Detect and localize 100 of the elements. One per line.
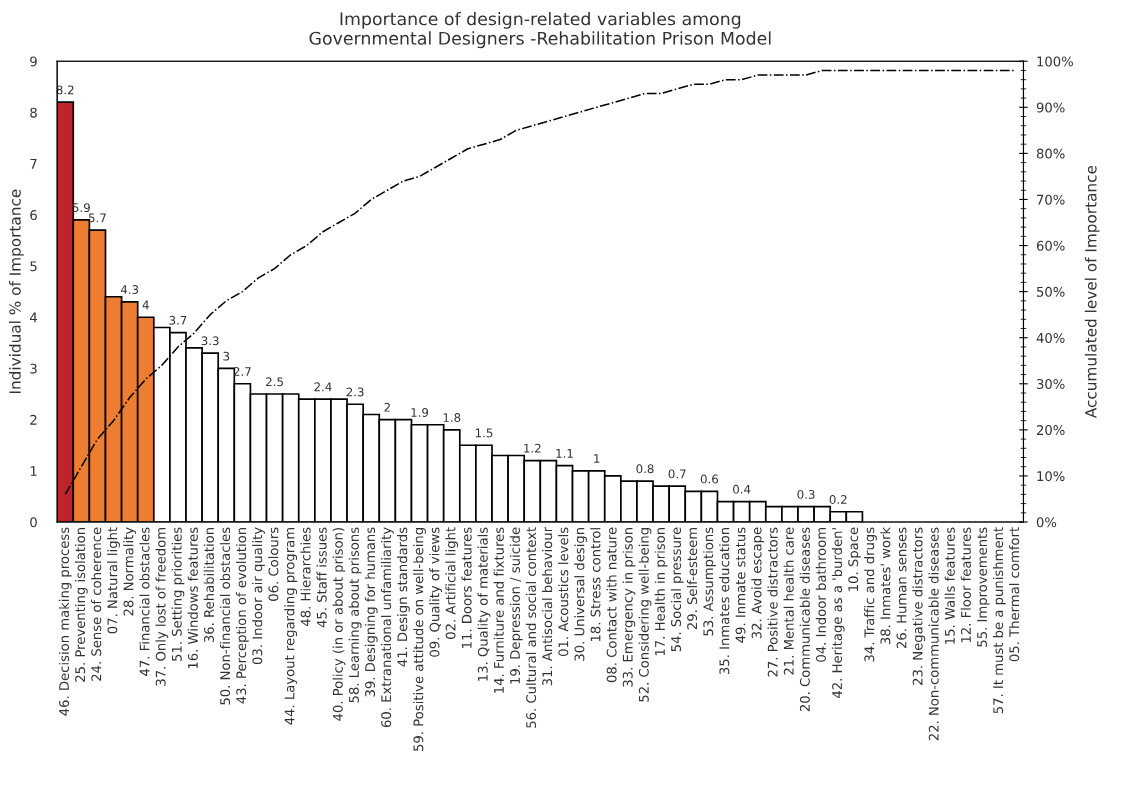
- x-tick-label: 40. Policy (in or about prison): [332, 528, 346, 721]
- x-tick-label: 39. Designing for humans: [364, 527, 378, 697]
- data-label: 1.5: [475, 428, 493, 438]
- x-tick-label: 22. Non-communicable diseases: [928, 527, 939, 741]
- x-tick-label: 07. Natural light: [107, 527, 120, 634]
- data-label: 0.3: [797, 489, 815, 499]
- y-tick-label: 4: [29, 312, 37, 323]
- x-tick-label: 23. Negative distractors: [912, 527, 926, 685]
- y-tick-label: 1: [30, 466, 37, 476]
- x-tick-label: 44. Layout regarding program: [284, 528, 298, 725]
- data-label: 1.1: [556, 449, 573, 458]
- x-tick-label: 59. Positive attitude on well-being: [413, 528, 426, 751]
- data-label: 2.4: [314, 382, 332, 392]
- data-label: 1.2: [524, 443, 541, 453]
- x-tick-label: 50. Non-financial obstacles: [219, 527, 231, 705]
- y2-tick-label: 100%: [1037, 56, 1073, 67]
- data-label: 2: [384, 402, 390, 412]
- data-label: 1: [594, 454, 600, 463]
- x-tick-label: 43. Perception of evolution: [235, 528, 249, 704]
- data-label: 1.8: [443, 413, 461, 423]
- data-label: 3.3: [201, 336, 219, 346]
- x-tick-label: 30. Universal design: [574, 528, 587, 661]
- chart-title: Importance of design-related variables among Governmental Designers -Rehabilitation Prison Model: [309, 11, 771, 49]
- x-tick-label: 34. Traffic and drugs: [864, 527, 877, 662]
- y-tick-label: 5: [30, 261, 37, 272]
- x-tick-label: 36. Rehabilitation: [203, 528, 214, 643]
- x-tick-label: 54. Social pressure: [670, 527, 684, 652]
- y2-tick-label: 50%: [1036, 286, 1065, 297]
- y-tick-label: 9: [30, 56, 37, 67]
- x-tick-label: 04. Indoor bathroom: [815, 528, 826, 662]
- x-tick-label: 58. Learning about prisons: [348, 527, 362, 703]
- x-tick-label: 31. Antisocial behaviour: [541, 526, 553, 686]
- x-tick-label: 47. Financial obstacles: [139, 527, 150, 676]
- x-tick-label: 33. Emergency in prison: [622, 528, 636, 687]
- x-tick-label: 51. Setting priorities: [171, 527, 185, 661]
- y2-tick-label: 30%: [1036, 379, 1065, 389]
- x-tick-label: 57. It must be a punishment: [992, 527, 1006, 714]
- x-tick-label: 05. Thermal comfort: [1009, 527, 1020, 662]
- y2-tick-label: 80%: [1036, 148, 1065, 159]
- y-tick-label: 7: [30, 159, 37, 169]
- x-tick-label: 09. Quality of views: [429, 527, 443, 657]
- y2-tick-label: 0%: [1036, 517, 1057, 528]
- x-tick-label: 32. Avoid escape: [751, 527, 765, 639]
- x-tick-label: 35. Inmates education: [719, 528, 730, 675]
- y2-tick-label: 60%: [1036, 240, 1065, 251]
- x-tick-label: 10. Space: [848, 527, 861, 591]
- data-label: 2.5: [266, 377, 283, 387]
- data-label: 4.3: [120, 285, 139, 295]
- data-label: 2.3: [346, 387, 364, 397]
- y2-axis-title: Accumulated level of Importance: [1084, 165, 1100, 419]
- data-label: 0.2: [829, 495, 847, 504]
- data-label: 5.7: [88, 213, 106, 223]
- x-tick-label: 56. Cultural and social context: [525, 527, 537, 728]
- x-tick-label: 01. Acoustics levels: [558, 527, 569, 656]
- x-tick-label: 42. Heritage as a 'burden': [831, 528, 845, 698]
- x-tick-label: 02. Artificial light: [445, 527, 459, 639]
- x-tick-label: 06. Colours: [268, 527, 279, 601]
- x-tick-label: 14. Furniture and fixtures: [493, 527, 504, 693]
- x-tick-label: 27. Positive distractors: [767, 527, 778, 677]
- x-tick-label: 12. Floor features: [960, 527, 971, 643]
- x-tick-label: 24. Sense of coherence: [91, 527, 102, 681]
- x-tick-label: 46. Decision making process: [58, 527, 72, 716]
- x-tick-label: 20. Communicable diseases: [799, 527, 810, 712]
- data-label: 0.8: [636, 464, 654, 474]
- x-tick-label: 55. Improvements: [977, 527, 990, 647]
- x-tick-label: 08. Contact with nature: [606, 527, 617, 683]
- y-tick-label: 8: [30, 107, 37, 118]
- data-label: 3: [223, 351, 230, 361]
- x-tick-label: 13. Quality of materials: [477, 527, 491, 681]
- y2-tick-label: 70%: [1037, 194, 1065, 205]
- x-tick-label: 38. Inmates' work: [880, 526, 891, 645]
- x-tick-label: 25. Preventing isolation: [74, 528, 88, 682]
- x-tick-label: 37. Only lost of freedom: [155, 528, 169, 686]
- y2-tick-label: 10%: [1037, 471, 1065, 482]
- x-tick-label: 29. Self-esteem: [686, 528, 698, 630]
- data-label: 0.4: [733, 484, 751, 494]
- y2-tick-label: 20%: [1036, 425, 1065, 436]
- x-tick-label: 53. Assumptions: [703, 527, 716, 636]
- y-tick-label: 6: [30, 210, 37, 221]
- x-tick-label: 11. Doors features: [461, 527, 472, 648]
- x-tick-label: 26. Human senses: [896, 527, 907, 649]
- x-tick-label: 18. Stress control: [590, 528, 601, 642]
- y-tick-label: 2: [30, 414, 37, 425]
- data-label: 4: [142, 300, 149, 310]
- x-tick-label: 41. Design standards: [397, 527, 410, 667]
- y2-tick-label: 40%: [1036, 332, 1065, 343]
- y2-tick-label: 90%: [1036, 102, 1065, 113]
- x-tick-label: 21. Mental health care: [783, 527, 794, 675]
- x-tick-label: 17. Health in prison: [654, 528, 668, 656]
- y-tick-label: 0: [30, 517, 37, 528]
- x-tick-label: 19. Depression / suicide: [509, 527, 523, 684]
- x-tick-label: 49. Inmate status: [735, 527, 746, 643]
- x-tick-label: 03. Indoor air quality: [252, 527, 265, 665]
- x-tick-label: 15. Walls features: [944, 527, 955, 644]
- x-tick-label: 60. Extranational unfamiliarity: [380, 527, 394, 728]
- data-label: 0.6: [700, 474, 719, 484]
- x-tick-label: 48. Hierarchies: [300, 527, 311, 627]
- x-tick-label: 28. Normality: [123, 527, 137, 616]
- data-label: 1.9: [411, 407, 429, 417]
- data-label: 0.7: [668, 469, 686, 479]
